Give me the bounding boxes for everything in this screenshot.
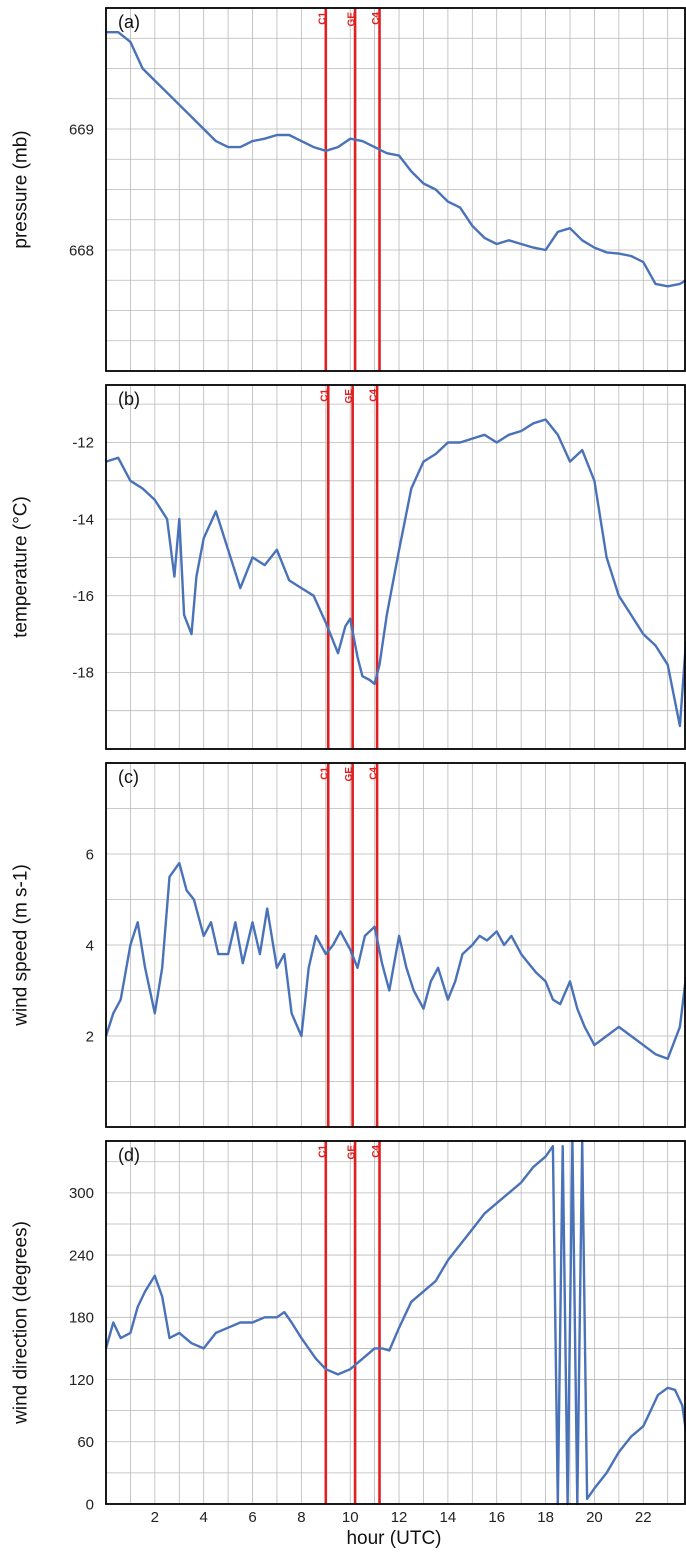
panel-b-label: (b) [118,389,140,409]
panel-b-events: C1 GE C4 [320,385,380,749]
panel-c-frame [105,762,686,1128]
panel-a-label: (a) [118,12,140,32]
panel-b-frame [105,384,686,750]
event-label-c1: C1 [317,1145,328,1158]
panel-a-y-axis-label: pressure (mb) [11,130,32,248]
panel-c-y-axis-label: wind speed (m s-1) [11,864,32,1027]
panel-a-frame [105,7,686,372]
event-label-ge: GE [347,12,358,27]
panel-a: C1 GE C4 668 669 (a) pressure (mb) [11,7,686,372]
panel-b-y-axis-label: temperature (°C) [11,496,32,638]
x-tick-label: 10 [342,1509,359,1526]
event-label-ge: GE [347,1145,358,1160]
y-tick-label: 668 [69,242,94,259]
panel-d-y-axis-label: wind direction (degrees) [11,1221,32,1425]
x-tick-labels: 2 4 6 8 10 12 14 16 18 20 22 [151,1509,652,1526]
x-tick-label: 22 [635,1509,652,1526]
y-tick-label: 300 [69,1185,94,1202]
panel-b-grid [106,385,686,749]
y-tick-label: 669 [69,121,94,138]
panel-d-label: (d) [118,1145,140,1165]
y-tick-label: -12 [72,435,94,452]
y-tick-label: -16 [72,588,94,605]
y-tick-label: 120 [69,1372,94,1389]
y-tick-label: 60 [77,1434,94,1451]
panel-a-events: C1 GE C4 [317,8,382,371]
panel-d-events: C1 GE C4 [317,1141,382,1504]
panel-d: C1 GE C4 0 60 120 180 240 300 (d) wind directio… [11,1139,686,1513]
x-tick-label: 4 [200,1509,208,1526]
x-tick-label: 8 [297,1509,305,1526]
panel-b-y-ticks: -18 -16 -14 -12 [72,435,94,682]
x-axis-label: hour (UTC) [346,1528,441,1549]
event-label-c4: C4 [369,389,380,402]
panel-c-series-line [104,861,686,1060]
panel-d-frame [105,1140,686,1505]
panel-d-series-line [104,1139,686,1506]
y-tick-label: 4 [86,937,94,954]
y-tick-label: -14 [72,511,94,528]
y-tick-label: 240 [69,1247,94,1264]
panel-a-grid [106,8,686,371]
x-tick-label: 6 [248,1509,256,1526]
event-label-ge: GE [344,767,355,782]
panel-b: C1 GE C4 -18 -16 -14 -12 (b) temperature (°C) [11,384,686,750]
panel-c-label: (c) [118,767,139,787]
event-label-c4: C4 [371,12,382,25]
event-label-c1: C1 [317,12,328,25]
x-tick-label: 18 [537,1509,554,1526]
panel-b-series-line [105,418,686,728]
panel-a-series-line [106,31,686,288]
event-label-ge: GE [344,389,355,404]
y-tick-label: 2 [86,1028,94,1045]
event-label-c1: C1 [320,389,331,402]
y-tick-label: 0 [86,1496,94,1513]
x-tick-label: 16 [488,1509,505,1526]
panel-d-grid [106,1141,686,1504]
event-label-c1: C1 [320,767,331,780]
x-tick-label: 20 [586,1509,603,1526]
event-label-c4: C4 [369,767,380,780]
panel-c-grid [106,763,686,1127]
y-tick-label: -18 [72,665,94,682]
x-tick-label: 2 [151,1509,159,1526]
panel-c-events: C1 GE C4 [320,763,380,1127]
panel-a-y-ticks: 668 669 [69,121,94,259]
panel-c-y-ticks: 2 4 6 [86,846,94,1045]
panel-d-y-ticks: 0 60 120 180 240 300 [69,1185,94,1513]
y-tick-label: 6 [86,846,94,863]
x-tick-label: 12 [391,1509,408,1526]
x-tick-label: 14 [440,1509,457,1526]
panel-c: C1 GE C4 2 4 6 (c) wind speed (m s-1) [11,762,686,1128]
event-label-c4: C4 [371,1145,382,1158]
y-tick-label: 180 [69,1310,94,1327]
